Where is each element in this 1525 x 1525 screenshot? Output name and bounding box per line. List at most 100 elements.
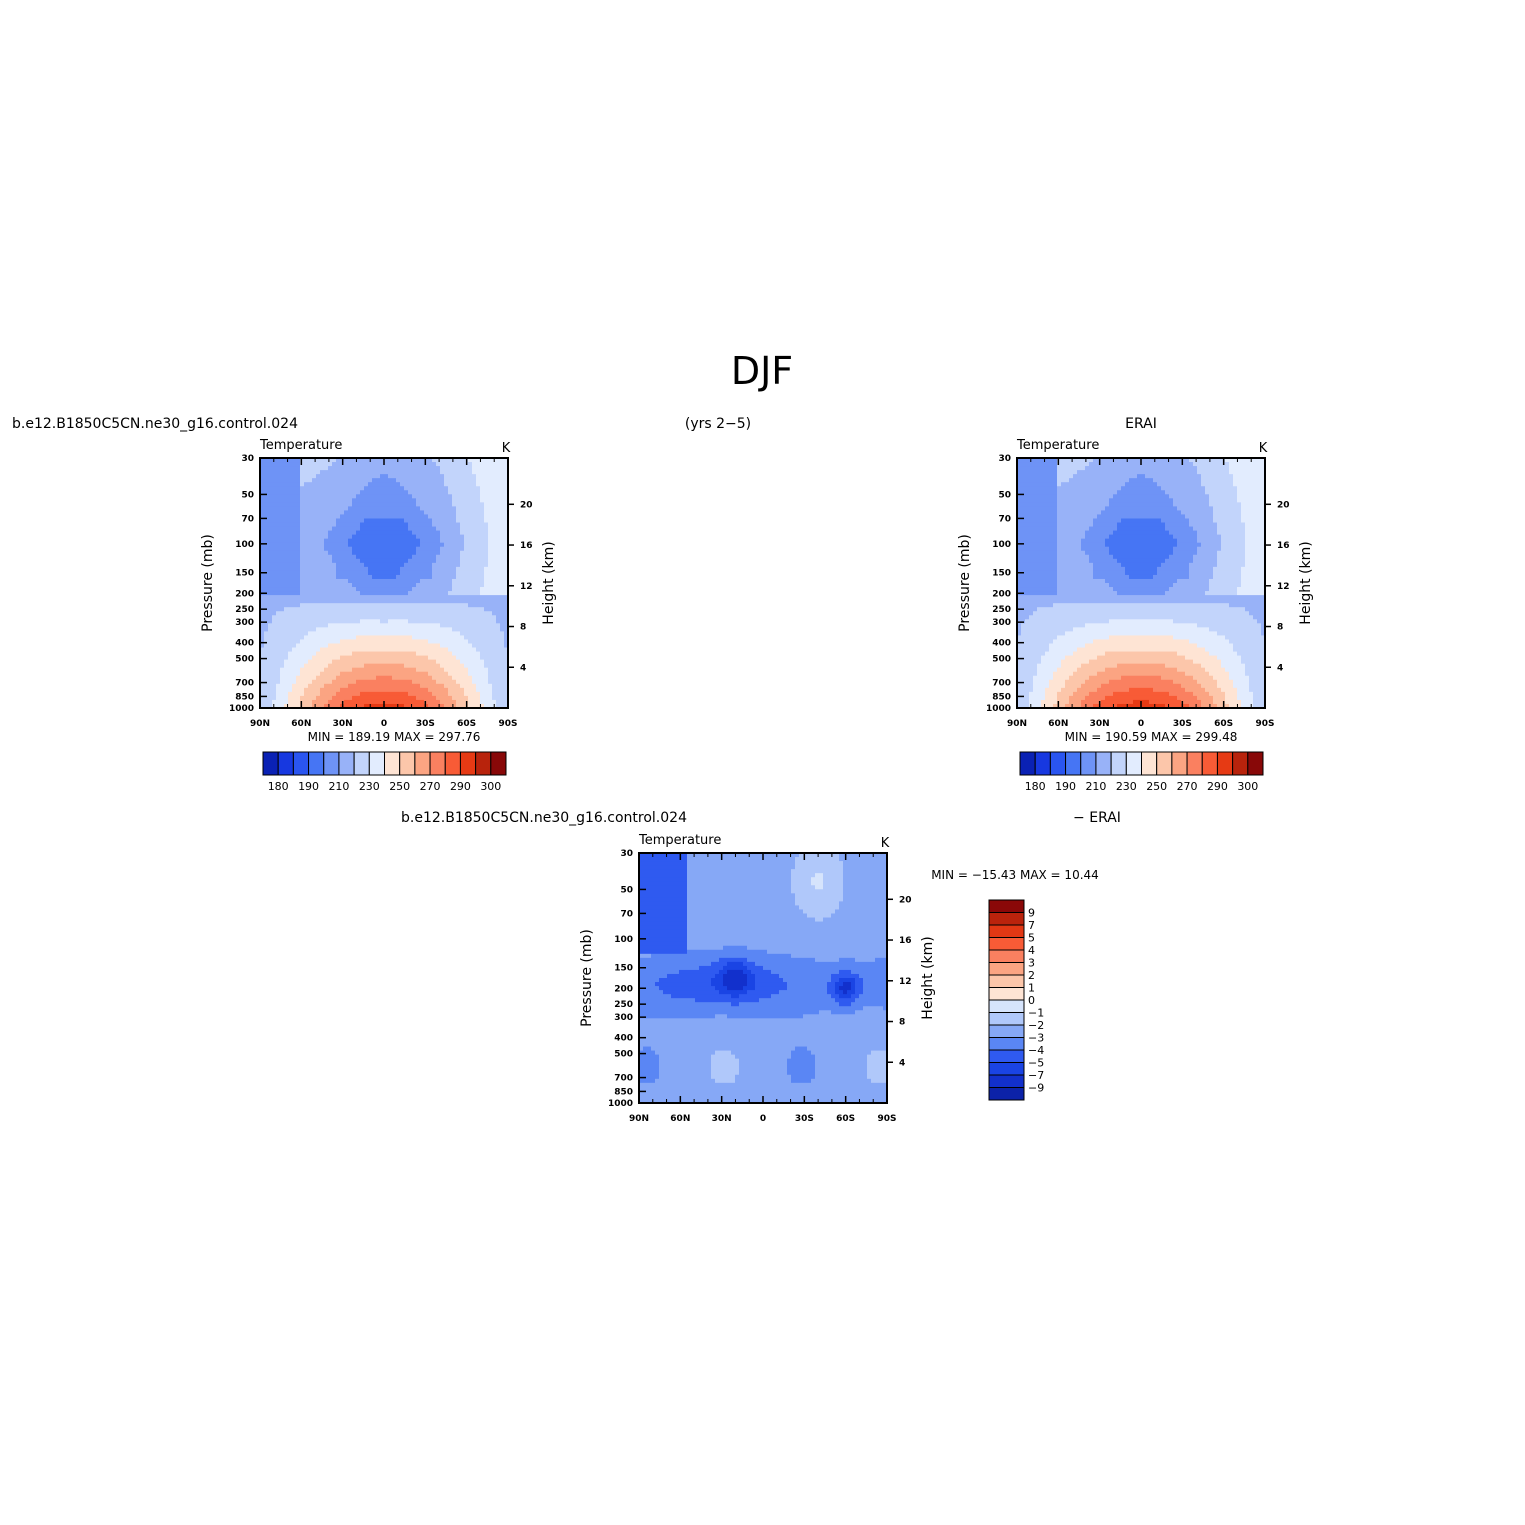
- contour-cell: [1069, 631, 1074, 637]
- contour-cell: [1065, 695, 1070, 701]
- contour-cell: [500, 554, 505, 560]
- contour-cell: [1041, 595, 1046, 600]
- contour-cell: [488, 474, 493, 479]
- contour-cell: [332, 482, 337, 487]
- contour-cell: [304, 627, 309, 632]
- contour-cell: [276, 603, 281, 608]
- contour-cell: [464, 470, 469, 475]
- contour-cell: [344, 514, 349, 520]
- contour-cell: [352, 558, 357, 564]
- contour-cell: [504, 490, 509, 495]
- contour-cell: [352, 591, 357, 596]
- contour-cell: [280, 486, 285, 491]
- contour-cell: [320, 679, 325, 685]
- contour-cell: [464, 643, 469, 649]
- contour-cell: [328, 494, 333, 499]
- contour-cell: [324, 566, 329, 572]
- contour-cell: [496, 587, 501, 592]
- contour-cell: [1069, 675, 1074, 681]
- contour-cell: [340, 607, 345, 612]
- contour-cell: [332, 687, 337, 693]
- contour-cell: [500, 659, 505, 665]
- contour-cell: [260, 651, 265, 657]
- contour-cell: [372, 458, 377, 463]
- contour-cell: [492, 591, 497, 596]
- contour-cell: [332, 607, 337, 612]
- contour-cell: [1053, 478, 1058, 483]
- contour-cell: [372, 478, 377, 483]
- contour-cell: [260, 587, 265, 592]
- contour-cell: [1081, 474, 1086, 479]
- contour-cell: [496, 655, 501, 661]
- contour-cell: [504, 522, 509, 528]
- contour-cell: [496, 482, 501, 487]
- contour-cell: [336, 583, 341, 588]
- contour-cell: [292, 526, 297, 532]
- contour-cell: [296, 474, 301, 479]
- contour-cell: [288, 655, 293, 661]
- contour-cell: [292, 655, 297, 661]
- contour-cell: [1045, 699, 1050, 705]
- contour-cell: [1065, 679, 1070, 685]
- contour-cell: [468, 647, 473, 653]
- contour-cell: [344, 675, 349, 681]
- contour-cell: [268, 679, 273, 685]
- contour-cell: [464, 611, 469, 616]
- contour-cell: [412, 506, 417, 512]
- contour-cell: [1049, 631, 1054, 637]
- contour-cell: [376, 470, 381, 475]
- contour-cell: [268, 526, 273, 532]
- contour-cell: [476, 566, 481, 572]
- contour-cell: [316, 615, 321, 620]
- contour-cell: [1061, 631, 1066, 637]
- contour-cell: [420, 546, 425, 552]
- contour-cell: [400, 635, 405, 641]
- contour-cell: [408, 550, 413, 556]
- contour-cell: [316, 607, 321, 612]
- contour-cell: [384, 623, 389, 628]
- contour-cell: [1053, 595, 1058, 600]
- contour-cell: [428, 510, 433, 516]
- contour-cell: [1021, 534, 1026, 540]
- contour-cell: [1041, 663, 1046, 669]
- contour-cell: [472, 671, 477, 677]
- contour-cell: [308, 659, 313, 665]
- contour-cell: [416, 627, 421, 632]
- contour-cell: [280, 542, 285, 548]
- y-tick-label: 30: [241, 454, 254, 464]
- contour-cell: [304, 687, 309, 693]
- contour-cell: [472, 534, 477, 540]
- contour-cell: [360, 635, 365, 641]
- contour-cell: [296, 486, 301, 491]
- contour-cell: [324, 675, 329, 681]
- contour-cell: [1041, 643, 1046, 649]
- contour-cell: [388, 615, 393, 620]
- contour-cell: [384, 558, 389, 564]
- contour-cell: [460, 667, 465, 673]
- contour-cell: [376, 699, 381, 705]
- contour-cell: [492, 482, 497, 487]
- contour-cell: [396, 671, 401, 677]
- contour-cell: [328, 462, 333, 467]
- contour-cell: [476, 546, 481, 552]
- contour-cell: [428, 490, 433, 495]
- contour-cell: [392, 554, 397, 560]
- contour-cell: [460, 566, 465, 572]
- contour-cell: [1061, 550, 1066, 556]
- contour-cell: [276, 562, 281, 568]
- contour-cell: [372, 494, 377, 499]
- contour-cell: [504, 474, 509, 479]
- contour-cell: [296, 470, 301, 475]
- contour-cell: [1073, 615, 1078, 620]
- contour-cell: [336, 530, 341, 536]
- contour-cell: [448, 603, 453, 608]
- contour-cell: [280, 691, 285, 697]
- contour-cell: [1053, 494, 1058, 499]
- contour-cell: [432, 643, 437, 649]
- contour-cell: [336, 482, 341, 487]
- contour-cell: [356, 635, 361, 641]
- contour-cell: [360, 651, 365, 657]
- contour-cell: [412, 687, 417, 693]
- contour-cell: [1065, 627, 1070, 632]
- contour-cell: [276, 583, 281, 588]
